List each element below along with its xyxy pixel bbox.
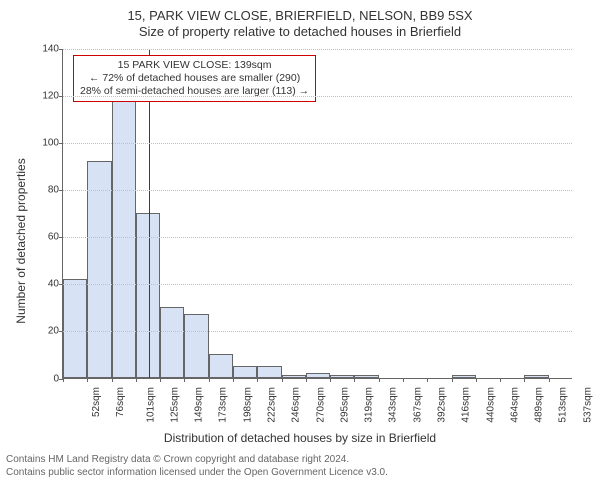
x-tick-label: 440sqm — [485, 387, 496, 423]
x-tick-label: 246sqm — [291, 387, 302, 423]
y-tick-label: 100 — [29, 137, 59, 148]
x-tick-label: 537sqm — [582, 387, 593, 423]
x-tick-label: 464sqm — [509, 387, 520, 423]
x-tick-mark — [257, 378, 258, 382]
bar — [452, 375, 476, 377]
x-tick-mark — [427, 378, 428, 382]
chart-container: Number of detached properties 15 PARK VI… — [0, 41, 600, 451]
x-tick-label: 125sqm — [169, 387, 180, 423]
y-tick-label: 20 — [29, 326, 59, 337]
footer: Contains HM Land Registry data © Crown c… — [0, 451, 600, 479]
y-tick-mark — [59, 96, 63, 97]
x-tick-mark — [354, 378, 355, 382]
x-tick-mark — [63, 378, 64, 382]
x-tick-label: 76sqm — [115, 387, 126, 417]
bar — [306, 373, 330, 378]
x-tick-label: 489sqm — [534, 387, 545, 423]
gridline — [63, 143, 572, 144]
x-tick-mark — [160, 378, 161, 382]
x-tick-mark — [549, 378, 550, 382]
x-tick-label: 270sqm — [315, 387, 326, 423]
x-tick-mark — [209, 378, 210, 382]
x-tick-mark — [330, 378, 331, 382]
annotation-line-1: 15 PARK VIEW CLOSE: 139sqm — [80, 59, 309, 72]
y-tick-mark — [59, 237, 63, 238]
x-tick-mark — [136, 378, 137, 382]
x-tick-mark — [476, 378, 477, 382]
x-tick-mark — [282, 378, 283, 382]
footer-line-1: Contains HM Land Registry data © Crown c… — [6, 453, 594, 466]
x-tick-mark — [403, 378, 404, 382]
x-tick-mark — [184, 378, 185, 382]
y-tick-label: 60 — [29, 232, 59, 243]
gridline — [63, 284, 572, 285]
x-tick-mark — [524, 378, 525, 382]
x-tick-label: 222sqm — [267, 387, 278, 423]
bar — [160, 307, 184, 378]
x-tick-label: 513sqm — [558, 387, 569, 423]
bar — [524, 375, 548, 377]
y-tick-label: 80 — [29, 184, 59, 195]
bar — [257, 366, 281, 378]
gridline — [63, 237, 572, 238]
title-block: 15, PARK VIEW CLOSE, BRIERFIELD, NELSON,… — [0, 0, 600, 41]
x-tick-label: 319sqm — [364, 387, 375, 423]
y-tick-mark — [59, 143, 63, 144]
y-tick-mark — [59, 331, 63, 332]
bar — [87, 161, 111, 378]
x-tick-label: 198sqm — [242, 387, 253, 423]
x-tick-mark — [452, 378, 453, 382]
annotation-line-2: ← 72% of detached houses are smaller (29… — [80, 72, 309, 85]
bar — [184, 314, 208, 378]
gridline — [63, 49, 572, 50]
x-tick-mark — [306, 378, 307, 382]
x-tick-label: 392sqm — [437, 387, 448, 423]
x-tick-mark — [112, 378, 113, 382]
x-tick-mark — [500, 378, 501, 382]
x-tick-mark — [233, 378, 234, 382]
x-tick-label: 149sqm — [194, 387, 205, 423]
x-tick-label: 416sqm — [461, 387, 472, 423]
y-tick-mark — [59, 49, 63, 50]
x-tick-mark — [87, 378, 88, 382]
bar — [354, 375, 378, 377]
bar — [282, 375, 306, 377]
y-tick-label: 0 — [29, 373, 59, 384]
x-tick-label: 52sqm — [91, 387, 102, 417]
bar — [63, 279, 87, 378]
x-tick-label: 173sqm — [218, 387, 229, 423]
page-subtitle: Size of property relative to detached ho… — [0, 24, 600, 40]
gridline — [63, 331, 572, 332]
x-tick-label: 295sqm — [339, 387, 350, 423]
y-tick-mark — [59, 284, 63, 285]
x-tick-mark — [379, 378, 380, 382]
y-axis-label: Number of detached properties — [14, 158, 28, 323]
x-tick-label: 367sqm — [412, 387, 423, 423]
y-tick-label: 40 — [29, 279, 59, 290]
bar — [330, 375, 354, 377]
bar — [233, 366, 257, 378]
x-axis-label: Distribution of detached houses by size … — [0, 431, 600, 445]
bar — [209, 354, 233, 378]
x-tick-label: 101sqm — [145, 387, 156, 423]
y-tick-mark — [59, 190, 63, 191]
y-tick-label: 120 — [29, 90, 59, 101]
bar — [112, 88, 136, 378]
plot-area: 15 PARK VIEW CLOSE: 139sqm ← 72% of deta… — [62, 49, 572, 379]
y-tick-label: 140 — [29, 43, 59, 54]
x-tick-label: 343sqm — [388, 387, 399, 423]
page-title: 15, PARK VIEW CLOSE, BRIERFIELD, NELSON,… — [0, 8, 600, 24]
gridline — [63, 190, 572, 191]
footer-line-2: Contains public sector information licen… — [6, 466, 594, 479]
gridline — [63, 96, 572, 97]
